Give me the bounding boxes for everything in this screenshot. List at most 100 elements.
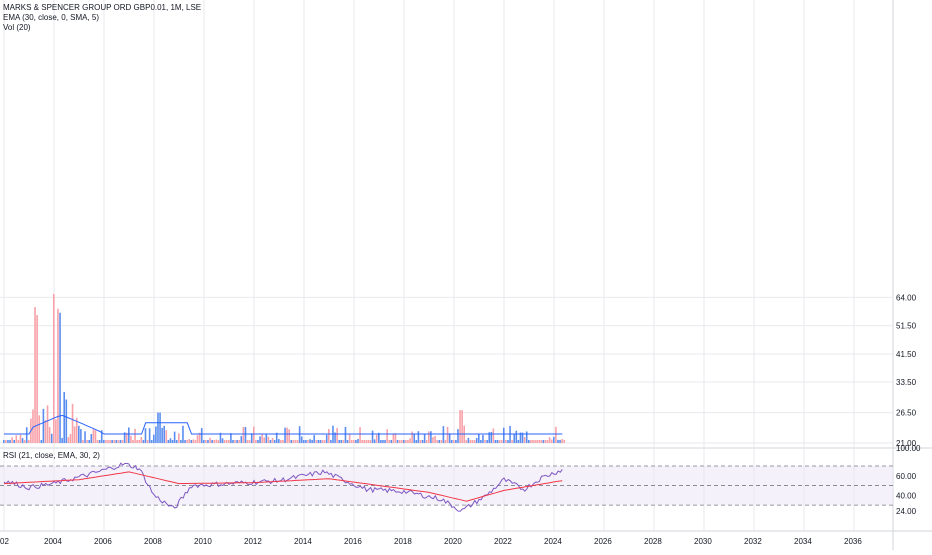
volume-bar	[230, 433, 232, 443]
ema-legend[interactable]: EMA (30, close, 0, SMA, 5)	[3, 13, 100, 22]
time-tick-label: 2004	[44, 537, 62, 546]
rsi-signal-line	[3, 471, 563, 502]
volume-bar	[13, 440, 16, 443]
volume-bar	[517, 440, 520, 443]
volume-bar	[78, 425, 80, 443]
volume-bar	[467, 437, 470, 443]
volume-bar	[492, 428, 495, 443]
volume-bar	[128, 427, 130, 443]
volume-bar	[186, 440, 188, 443]
volume-bar	[59, 312, 61, 443]
volume-bar	[307, 440, 309, 443]
volume-bar	[223, 440, 226, 443]
volume-bar	[292, 440, 295, 443]
volume-bar	[534, 440, 536, 443]
volume-bar	[138, 440, 141, 443]
volume-bar	[530, 440, 532, 443]
volume-bar	[215, 439, 218, 443]
volume-bar	[92, 429, 95, 443]
volume-bar	[63, 391, 66, 443]
volume-bar	[384, 440, 386, 443]
time-tick-label: 02	[0, 537, 9, 546]
volume-bar	[105, 440, 107, 443]
volume-bar	[459, 410, 461, 443]
volume-bar	[507, 440, 509, 443]
rsi-legend[interactable]: RSI (21, close, EMA, 30, 2)	[3, 451, 100, 460]
volume-bar	[378, 432, 380, 443]
volume-bar	[561, 438, 563, 443]
volume-bar	[340, 440, 343, 443]
price-tick-label: 41.50	[896, 350, 917, 359]
volume-bar	[434, 436, 436, 443]
volume-bar	[371, 430, 374, 443]
volume-bar	[425, 440, 428, 443]
volume-bar	[432, 437, 434, 443]
volume-bar	[228, 440, 230, 443]
volume-bar	[61, 437, 63, 443]
volume-bar	[159, 412, 161, 443]
volume-bar	[121, 440, 124, 443]
volume-bar	[461, 410, 463, 443]
volume-bar	[344, 426, 347, 443]
volume-bar	[334, 432, 336, 443]
volume-bar	[155, 426, 157, 443]
volume-bar	[190, 440, 193, 443]
volume-bar	[413, 433, 416, 443]
volume-bar	[275, 432, 278, 443]
volume-bar	[257, 440, 259, 443]
volume-bar	[25, 427, 28, 443]
volume-bar	[317, 440, 320, 443]
volume-bar	[171, 440, 174, 443]
volume-bar	[438, 440, 441, 443]
volume-bar	[65, 399, 68, 443]
volume-bar	[207, 440, 209, 443]
volume-bar	[11, 437, 13, 443]
volume-bar	[488, 432, 491, 443]
volume-bar	[38, 415, 41, 443]
volume-bar	[546, 440, 549, 443]
time-tick-label: 2030	[694, 537, 712, 546]
volume-bar	[259, 436, 261, 443]
volume-bar	[515, 430, 518, 443]
volume-bar	[457, 429, 459, 443]
volume-bar	[319, 440, 322, 443]
volume-bar	[5, 440, 7, 443]
volume-bar	[169, 438, 172, 443]
volume-bar	[315, 440, 318, 443]
volume-bar	[550, 439, 553, 443]
volume-bar	[278, 439, 280, 443]
volume-bar	[173, 431, 176, 443]
volume-bar	[153, 434, 155, 443]
volume-bar	[253, 426, 255, 443]
volume-bar	[490, 431, 493, 443]
volume-bar	[211, 440, 213, 443]
volume-bar	[419, 440, 422, 443]
volume-bar	[109, 440, 111, 443]
volume-bar	[486, 440, 488, 443]
volume-bar	[250, 433, 253, 443]
volume-bar	[19, 434, 22, 443]
volume-bar	[17, 439, 20, 443]
volume-bar	[90, 434, 93, 443]
volume-bar	[42, 408, 45, 443]
volume-bar	[380, 440, 382, 443]
volume-bar	[213, 440, 216, 443]
volume-bar	[219, 432, 222, 443]
volume-bar	[71, 403, 74, 443]
volume-bar	[367, 440, 370, 443]
volume-bar	[194, 440, 197, 443]
volume-bar	[392, 434, 395, 443]
volume-bar	[242, 426, 245, 443]
volume-legend[interactable]: Vol (20)	[3, 23, 31, 32]
volume-bar	[342, 440, 345, 443]
volume-bar	[296, 440, 299, 443]
volume-bar	[321, 440, 324, 443]
rsi-legend-wrap: RSI (21, close, EMA, 30, 2)	[3, 451, 100, 461]
chart-title[interactable]: MARKS & SPENCER GROUP ORD GBP0.01, 1M, L…	[3, 3, 202, 12]
volume-bar	[442, 426, 445, 443]
volume-bar	[263, 437, 266, 443]
time-tick-label: 2018	[394, 537, 412, 546]
volume-bar	[311, 440, 313, 443]
volume-bar	[394, 433, 397, 443]
